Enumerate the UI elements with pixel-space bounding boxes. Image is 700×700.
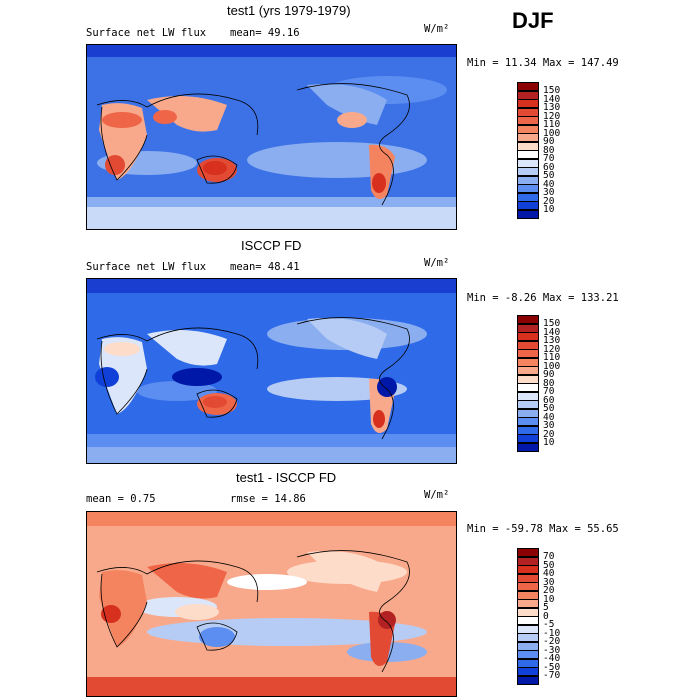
colorbar-tick-label: -20	[543, 636, 561, 647]
colorbar-tick-label: 30	[543, 420, 555, 431]
colorbar-tick-label: 10	[543, 204, 555, 215]
colorbar-tick-label: -40	[543, 653, 561, 664]
panel2-map	[86, 278, 457, 464]
colorbar-tick-label: 30	[543, 187, 555, 198]
colorbar-tick-label: 150	[543, 318, 561, 329]
colorbar-tick-label: 5	[543, 602, 549, 613]
colorbar-tick-label: 130	[543, 102, 561, 113]
colorbar-tick-label: 10	[543, 593, 555, 605]
panel1-units-label: W/m²	[424, 23, 450, 35]
panel2-mean-label: mean= 48.41	[230, 261, 300, 273]
colorbar-tick-label: 140	[543, 93, 561, 105]
colorbar-tick-label: 120	[543, 343, 561, 355]
colorbar-swatch	[517, 209, 539, 219]
panel3-minmax: Min = -59.78 Max = 55.65	[467, 523, 619, 535]
panel1-field-label: Surface net LW flux	[86, 27, 207, 39]
panel1-colorbar: 150 140 130 120 110 100 90 80 70 60 50 4…	[517, 82, 577, 224]
colorbar-tick-label: 20	[543, 428, 555, 440]
panel3-colorbar: 70 50 40 30 20 10 5 0 -5 -10 -20 -30 -40…	[517, 548, 577, 690]
panel1-minmax: Min = 11.34 Max = 147.49	[467, 57, 619, 69]
panel2-title: ISCCP FD	[241, 238, 302, 253]
panel1-mean-label: mean= 49.16	[230, 27, 300, 39]
colorbar-tick-label: 40	[543, 178, 555, 190]
colorbar-tick-label: 80	[543, 144, 555, 156]
colorbar-tick-label: 100	[543, 360, 561, 372]
colorbar-swatch	[517, 675, 539, 685]
panel3-map	[86, 511, 457, 697]
panel2-field-label: Surface net LW flux	[86, 261, 207, 273]
colorbar-tick-label: -30	[543, 644, 561, 656]
colorbar-tick-label: 130	[543, 335, 561, 346]
colorbar-tick-label: 10	[543, 437, 555, 448]
colorbar-tick-label: -50	[543, 661, 561, 673]
colorbar-tick-label: -5	[543, 619, 555, 630]
colorbar-tick-label: 60	[543, 161, 555, 173]
panel2-minmax: Min = -8.26 Max = 133.21	[467, 292, 619, 304]
colorbar-tick-label: 50	[543, 559, 555, 571]
panel3-mean-label: mean = 0.75	[86, 493, 156, 505]
colorbar-tick-label: 70	[543, 153, 555, 164]
panel2-colorbar: 150 140 130 120 110 100 90 80 70 60 50 4…	[517, 315, 577, 457]
colorbar-tick-label: 120	[543, 110, 561, 122]
colorbar-tick-label: 150	[543, 85, 561, 96]
colorbar-tick-label: 20	[543, 195, 555, 207]
colorbar-tick-label: -70	[543, 670, 561, 681]
colorbar-tick-label: 0	[543, 610, 549, 622]
colorbar-tick-label: 70	[543, 386, 555, 397]
colorbar-swatch	[517, 442, 539, 452]
colorbar-tick-label: 70	[543, 551, 555, 562]
colorbar-tick-label: 40	[543, 568, 555, 579]
colorbar-tick-label: 20	[543, 585, 555, 596]
colorbar-tick-label: 90	[543, 136, 555, 147]
colorbar-tick-label: 40	[543, 411, 555, 423]
colorbar-tick-label: 30	[543, 576, 555, 588]
panel2-units-label: W/m²	[424, 257, 450, 269]
panel1-title: test1 (yrs 1979-1979)	[227, 3, 351, 18]
colorbar-tick-label: 140	[543, 326, 561, 338]
season-label: DJF	[512, 8, 554, 33]
colorbar-tick-label: -10	[543, 627, 561, 639]
panel3-units-label: W/m²	[424, 489, 450, 501]
colorbar-tick-label: 100	[543, 127, 561, 139]
panel3-rmse-label: rmse = 14.86	[230, 493, 306, 505]
colorbar-tick-label: 50	[543, 170, 555, 181]
colorbar-tick-label: 110	[543, 119, 561, 130]
colorbar-tick-label: 80	[543, 377, 555, 389]
colorbar-tick-label: 110	[543, 352, 561, 363]
colorbar-tick-label: 60	[543, 394, 555, 406]
colorbar-tick-label: 50	[543, 403, 555, 414]
panel3-title: test1 - ISCCP FD	[236, 470, 337, 485]
colorbar-tick-label: 90	[543, 369, 555, 380]
panel1-map	[86, 44, 457, 230]
